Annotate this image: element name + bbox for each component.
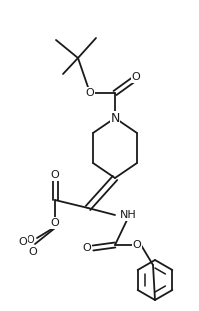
Text: O: O (19, 237, 27, 247)
Text: O: O (83, 243, 91, 253)
Text: O: O (51, 218, 59, 228)
Text: O: O (26, 235, 34, 245)
Text: N: N (110, 112, 120, 124)
Text: O: O (133, 240, 141, 250)
Text: NH: NH (120, 210, 137, 220)
Text: O: O (86, 88, 94, 98)
Text: O: O (132, 72, 140, 82)
Text: O: O (29, 247, 37, 257)
Text: O: O (51, 170, 59, 180)
